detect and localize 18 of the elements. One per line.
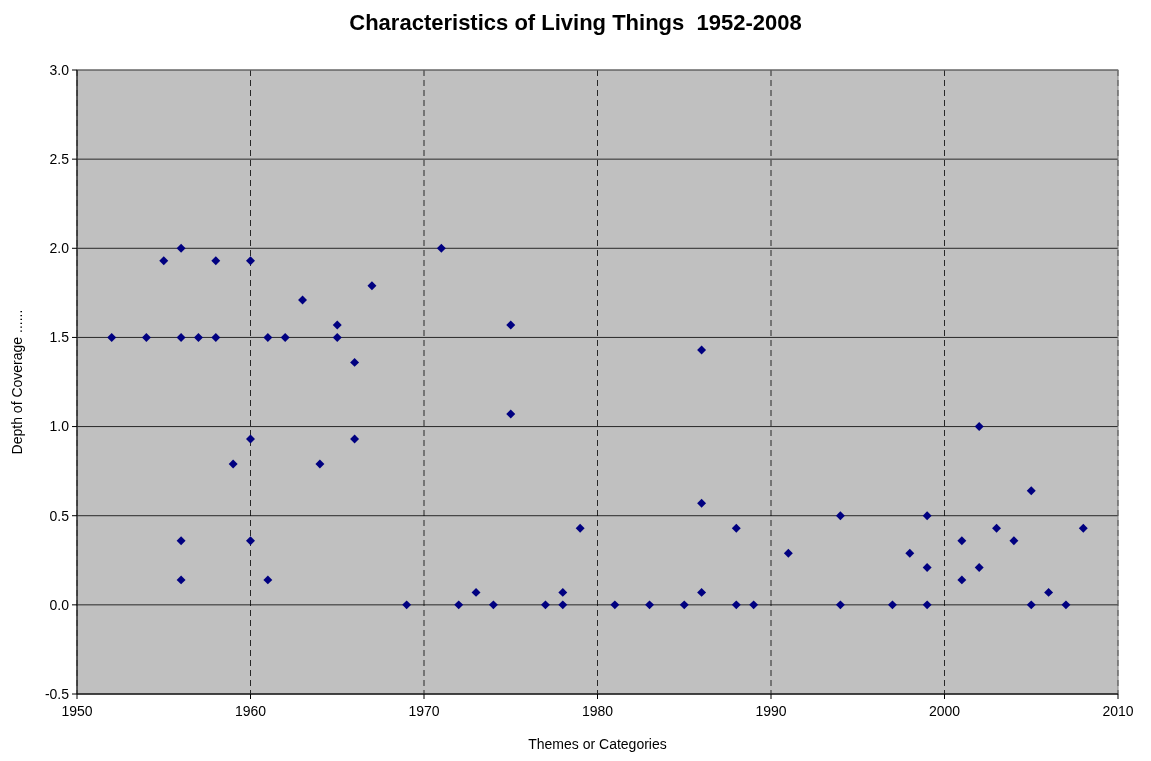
y-tick-label: 1.5: [49, 329, 70, 346]
x-axis-title: Themes or Categories: [528, 736, 667, 752]
y-axis-title: Depth of Coverage ......: [9, 309, 25, 455]
y-tick-label: 0.5: [49, 507, 70, 524]
y-tick-label: 2.5: [49, 151, 70, 168]
y-tick-label: 1.0: [49, 418, 70, 435]
y-tick-label: 0.0: [49, 596, 70, 613]
x-tick-label: 2000: [928, 703, 961, 719]
y-tick-label: 3.0: [49, 61, 70, 78]
x-tick-label: 1950: [61, 703, 93, 719]
y-tick-label: 2.0: [49, 240, 70, 257]
x-tick-label: 1970: [408, 703, 440, 719]
x-tick-label: 1990: [755, 703, 787, 719]
chart-title: Characteristics of Living Things 1952-2008: [349, 10, 802, 35]
x-tick-label: 2010: [1102, 703, 1134, 719]
x-tick-label: 1960: [234, 703, 267, 719]
y-tick-label: -0.5: [44, 685, 70, 702]
x-tick-label: 1980: [581, 703, 614, 719]
